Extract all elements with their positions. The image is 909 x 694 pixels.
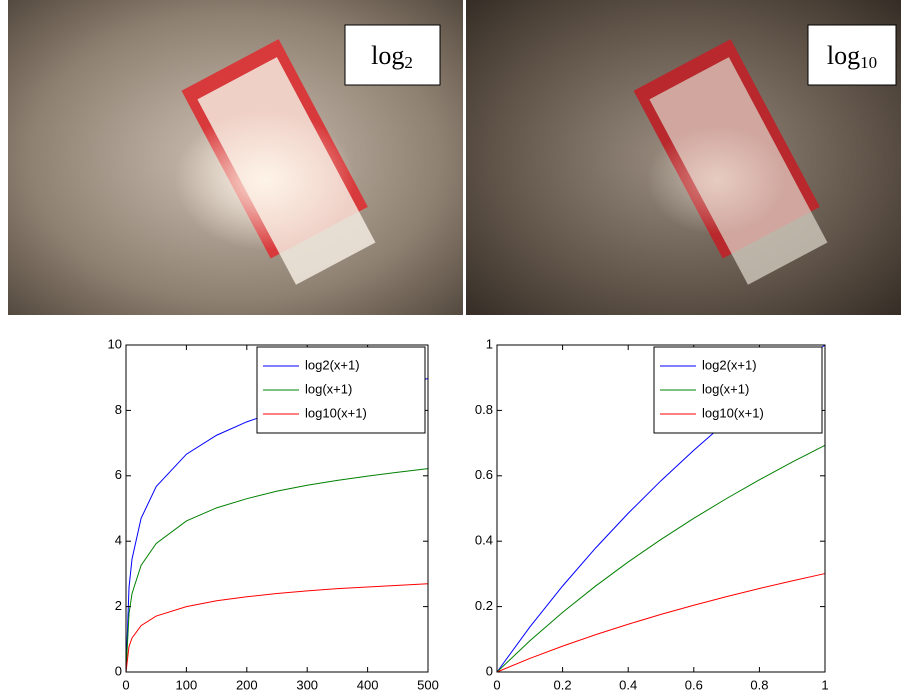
image-label: log2 [371, 41, 413, 72]
x-tick-label: 500 [417, 677, 439, 692]
x-tick-label: 1 [821, 677, 828, 692]
line [125, 468, 429, 673]
x-tick-label: 300 [296, 677, 318, 692]
legend-label: log2(x+1) [305, 357, 360, 372]
line [496, 573, 826, 673]
y-tick-label: 1 [486, 336, 493, 351]
y-tick-label: 10 [108, 336, 122, 351]
line [125, 583, 429, 673]
y-tick-label: 0 [115, 663, 122, 678]
photo-log10: log10 [466, 0, 901, 315]
axes-box [496, 344, 826, 673]
y-tick-label: 0.8 [475, 402, 493, 417]
x-tick-label: 0.4 [619, 677, 637, 692]
y-tick-label: 6 [115, 467, 122, 482]
legend-label: log10(x+1) [702, 405, 764, 420]
y-tick-label: 0.6 [475, 467, 493, 482]
y-tick-label: 4 [115, 533, 122, 548]
x-tick-label: 100 [176, 677, 198, 692]
line [496, 444, 826, 673]
legend-label: log2(x+1) [702, 357, 757, 372]
y-tick-label: 0.2 [475, 598, 493, 613]
x-tick-label: 200 [236, 677, 258, 692]
x-tick-label: 0.8 [750, 677, 768, 692]
image-label: log10 [827, 41, 877, 72]
axes-box [125, 344, 429, 673]
y-tick-label: 8 [115, 402, 122, 417]
y-tick-label: 2 [115, 598, 122, 613]
x-tick-label: 0.2 [554, 677, 572, 692]
legend-label: log(x+1) [702, 381, 749, 396]
x-tick-label: 0.6 [685, 677, 703, 692]
x-tick-label: 0 [493, 677, 500, 692]
y-tick-label: 0.4 [475, 533, 493, 548]
legend-label: log(x+1) [305, 381, 352, 396]
y-tick-label: 0 [486, 663, 493, 678]
photo-log2: log2 [8, 0, 463, 315]
legend-label: log10(x+1) [305, 405, 367, 420]
x-tick-label: 0 [122, 677, 129, 692]
x-tick-label: 400 [357, 677, 379, 692]
